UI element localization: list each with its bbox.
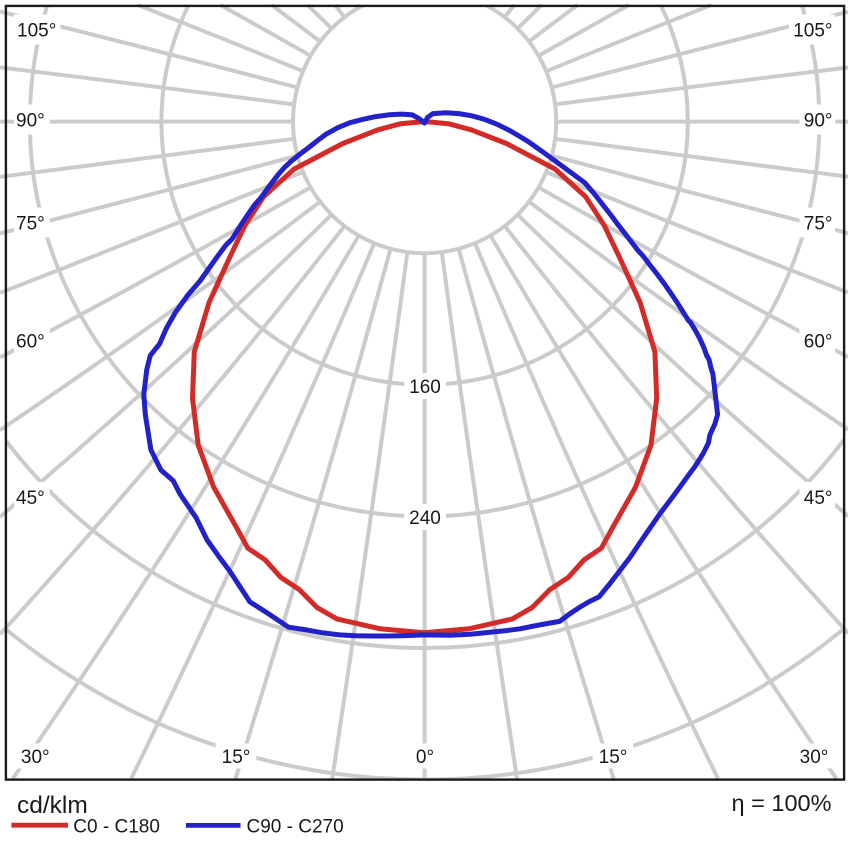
- svg-text:75°: 75°: [16, 213, 45, 234]
- svg-text:90°: 90°: [804, 110, 833, 131]
- svg-text:45°: 45°: [16, 488, 45, 509]
- svg-text:45°: 45°: [804, 488, 833, 509]
- svg-text:15°: 15°: [599, 747, 628, 768]
- svg-text:0°: 0°: [416, 747, 434, 768]
- svg-text:30°: 30°: [800, 747, 829, 768]
- svg-text:30°: 30°: [21, 747, 50, 768]
- svg-text:15°: 15°: [222, 747, 251, 768]
- svg-text:90°: 90°: [16, 110, 45, 131]
- svg-text:60°: 60°: [16, 331, 45, 352]
- svg-text:C90 - C270: C90 - C270: [247, 817, 344, 838]
- svg-text:105°: 105°: [17, 20, 56, 41]
- svg-text:C0 - C180: C0 - C180: [73, 817, 160, 838]
- svg-text:240: 240: [409, 508, 441, 529]
- svg-text:η = 100%: η = 100%: [732, 790, 832, 816]
- svg-text:75°: 75°: [804, 213, 833, 234]
- svg-text:cd/klm: cd/klm: [17, 792, 88, 819]
- svg-text:160: 160: [409, 377, 441, 398]
- svg-text:60°: 60°: [804, 331, 833, 352]
- svg-text:105°: 105°: [793, 20, 832, 41]
